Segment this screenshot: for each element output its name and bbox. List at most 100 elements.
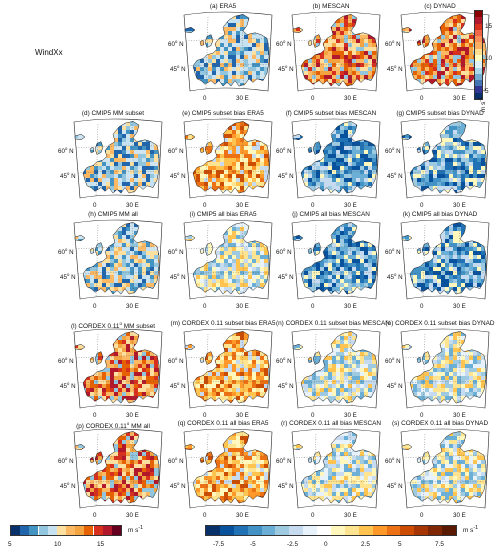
map-panel: (k) CMIP5 all bias DYNAD 60o N 45o N 0 30 E (385, 211, 495, 319)
parallel-line (187, 171, 271, 174)
lon-label: 30 E (236, 512, 249, 519)
coastline (89, 456, 95, 463)
colorbar-cell (93, 526, 103, 535)
colorbar-cell (47, 526, 57, 535)
parallel-line (185, 246, 271, 250)
colorbar-cell (475, 11, 482, 18)
parallel-line (404, 171, 488, 174)
lat-label: 45o N (170, 272, 186, 282)
parallel-line (187, 64, 271, 67)
map-panel: (g) CMIP5 subset bias DYNAD 60o N 45o N 0 30… (385, 110, 495, 218)
europe-map (73, 118, 163, 199)
panel-title: (b) MESCAN (312, 3, 350, 10)
coastline (421, 141, 431, 155)
colorbar-bias-tick: 7.5 (435, 541, 444, 548)
coastline (421, 34, 431, 48)
colorbar-cell (317, 526, 331, 535)
lon-label: 30 E (344, 202, 357, 209)
coastline (199, 356, 205, 363)
lat-label: 45o N (170, 381, 186, 391)
lon-label: 0 (203, 95, 207, 102)
title-degree-sup: o (119, 321, 123, 326)
colorbar-cell (475, 17, 482, 24)
lon-label: 0 (311, 303, 315, 310)
lon-label: 30 E (344, 412, 357, 419)
coastline (401, 443, 413, 451)
europe-map (400, 328, 490, 409)
parallel-line (404, 381, 488, 384)
meridian-line (422, 224, 426, 298)
colorbar-absolute-bottom (10, 525, 122, 536)
unit-sup: -1 (138, 525, 144, 531)
coastline (94, 351, 104, 365)
colorbar-b1-tick: 10 (54, 541, 62, 548)
coastline (89, 247, 95, 254)
parallel-line (187, 381, 271, 384)
parallel-line (404, 272, 488, 275)
meridian-line (313, 123, 317, 197)
lon-label: 0 (93, 202, 97, 209)
colorbar-b2-unit: m s-1 (463, 525, 478, 534)
parallel-line (402, 145, 488, 149)
unit-sup: -1 (478, 96, 484, 102)
lon-label: 0 (93, 412, 97, 419)
coastline (312, 451, 322, 465)
unit-sup: -1 (473, 525, 479, 531)
europe-map (400, 219, 490, 300)
meridian-line (205, 433, 209, 507)
coastline (192, 331, 270, 404)
lat-label: 45o N (170, 171, 186, 181)
colorbar-v-unit: m s-1 (478, 97, 487, 112)
coastline (204, 141, 214, 155)
coastline (89, 356, 95, 363)
coastline (184, 443, 196, 451)
coastline (184, 133, 196, 141)
lon-label: 0 (420, 412, 424, 419)
coastline (409, 222, 487, 295)
map-panel: (f) CMIP5 subset bias MESCAN 60o N 45o N 0 3… (276, 110, 386, 218)
coastline (409, 121, 487, 194)
colorbar-cell (275, 526, 290, 535)
colorbar-cell (29, 526, 39, 535)
colorbar-cell (475, 42, 482, 49)
meridian-line (205, 224, 209, 298)
panel-title: (g) CMIP5 subset bias DYNAD (396, 110, 484, 117)
coastline (82, 431, 160, 504)
coastline (307, 39, 313, 46)
colorbar-cell (233, 526, 248, 535)
panel-title: (j) CMIP5 all bias MESCAN (292, 211, 370, 218)
lon-label: 30 E (236, 95, 249, 102)
meridian-line (422, 123, 426, 197)
coastline (204, 242, 214, 256)
lon-label: 0 (420, 95, 424, 102)
parallel-line (402, 355, 488, 359)
lon-label: 30 E (126, 303, 139, 310)
parallel-line (293, 455, 379, 459)
lat-label: 60o N (276, 39, 292, 49)
parallel-line (402, 455, 488, 459)
coastline (204, 351, 214, 365)
parallel-line (293, 246, 379, 250)
colorbar-cell (84, 526, 94, 535)
meridian-line (205, 333, 209, 407)
europe-map (400, 118, 490, 199)
colorbar-cell (38, 526, 48, 535)
coastline (199, 456, 205, 463)
unit-text: m s (128, 527, 139, 535)
colorbar-cell (289, 526, 304, 535)
map-panel: (i) CMIP5 all bias ERA5 60o N 45o N 0 30 E (168, 211, 278, 319)
colorbar-cell (20, 526, 30, 535)
meridian-line (422, 16, 426, 90)
map-panel: (p) CORDEX 0.11o MM all 60o N 45o N 0 30 E (58, 420, 168, 528)
colorbar-b1-unit: m s-1 (128, 525, 143, 534)
unit-text: m s (463, 527, 474, 535)
coastline (292, 443, 304, 451)
parallel-line (185, 355, 271, 359)
europe-map (291, 328, 381, 409)
europe-map (73, 219, 163, 300)
europe-map (73, 428, 163, 509)
lat-label: 60o N (385, 39, 401, 49)
lat-label: 60o N (168, 39, 184, 49)
europe-map (400, 428, 490, 509)
panel-title: (n) CORDEX 0.11 subset bias MESCAN (276, 320, 390, 327)
